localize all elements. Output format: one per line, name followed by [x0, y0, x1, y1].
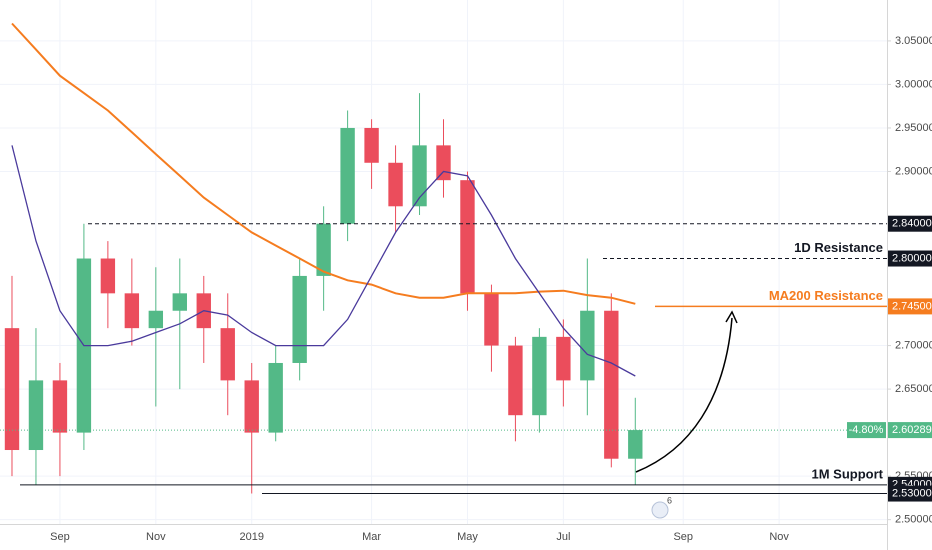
candle-body: [28, 380, 44, 451]
y-tick-label: 3.05000: [895, 35, 932, 47]
moving-average-line: [11, 145, 636, 377]
candle-body: [4, 328, 20, 451]
x-tick-label: Jul: [556, 531, 570, 543]
x-tick-label: May: [457, 531, 478, 543]
moving-average-line: [11, 22, 636, 305]
candle-body: [460, 180, 475, 294]
candle-body: [340, 127, 355, 224]
candle-body: [100, 258, 116, 294]
candle-body: [52, 380, 68, 433]
candle-body: [292, 275, 307, 363]
level-text: MA200 Resistance: [769, 288, 883, 303]
x-tick-label: Mar: [362, 531, 381, 543]
candle-body: [268, 362, 283, 433]
level-price-box: [888, 250, 932, 267]
projection-arrow: [635, 317, 733, 473]
level-text: 1D Resistance: [794, 240, 883, 255]
candle-body: [244, 380, 259, 433]
last-price-box: [888, 422, 932, 439]
candle-body: [124, 293, 140, 329]
candle-body: [148, 310, 164, 329]
x-tick-label: Nov: [769, 531, 789, 543]
y-tick-label: 2.90000: [895, 165, 932, 177]
candle-body: [484, 293, 499, 346]
candle-body: [388, 162, 403, 207]
candle-body: [220, 328, 235, 381]
level-price-box: [888, 298, 932, 315]
level-price-label: 2.84000: [892, 218, 932, 230]
x-tick-label: Sep: [50, 531, 70, 543]
candle-body: [580, 310, 595, 381]
level-price-box: [888, 485, 932, 502]
last-price-label: 2.60289: [892, 424, 932, 436]
level-text: 1M Support: [812, 466, 884, 481]
arrow-head: [725, 310, 738, 324]
events-badge-icon[interactable]: [651, 501, 669, 519]
y-tick-label: 3.00000: [895, 78, 932, 90]
x-tick-label: 2019: [239, 531, 263, 543]
candle-body: [604, 310, 619, 459]
change-label: -4.80%: [849, 424, 884, 436]
events-badge-count: 6: [667, 495, 672, 505]
level-price-label: 2.80000: [892, 252, 932, 264]
y-tick-label: 2.50000: [895, 514, 932, 526]
change-box: [847, 422, 886, 439]
level-price-box: [888, 215, 932, 232]
x-tick-label: Nov: [146, 531, 166, 543]
candle-body: [172, 293, 187, 311]
x-tick-label: Sep: [673, 531, 693, 543]
candle-body: [316, 223, 331, 276]
level-price-label: 2.53000: [892, 487, 932, 499]
candle-body: [364, 127, 379, 163]
candle-body: [412, 145, 427, 207]
candle-body: [628, 430, 643, 459]
candle-body: [556, 336, 571, 381]
y-tick-label: 2.95000: [895, 122, 932, 134]
candle-body: [508, 345, 523, 416]
y-tick-label: 2.65000: [895, 383, 932, 395]
y-tick-label: 2.70000: [895, 339, 932, 351]
candle-body: [532, 336, 547, 416]
level-price-label: 2.74500: [892, 300, 932, 312]
candle-body: [436, 145, 451, 181]
